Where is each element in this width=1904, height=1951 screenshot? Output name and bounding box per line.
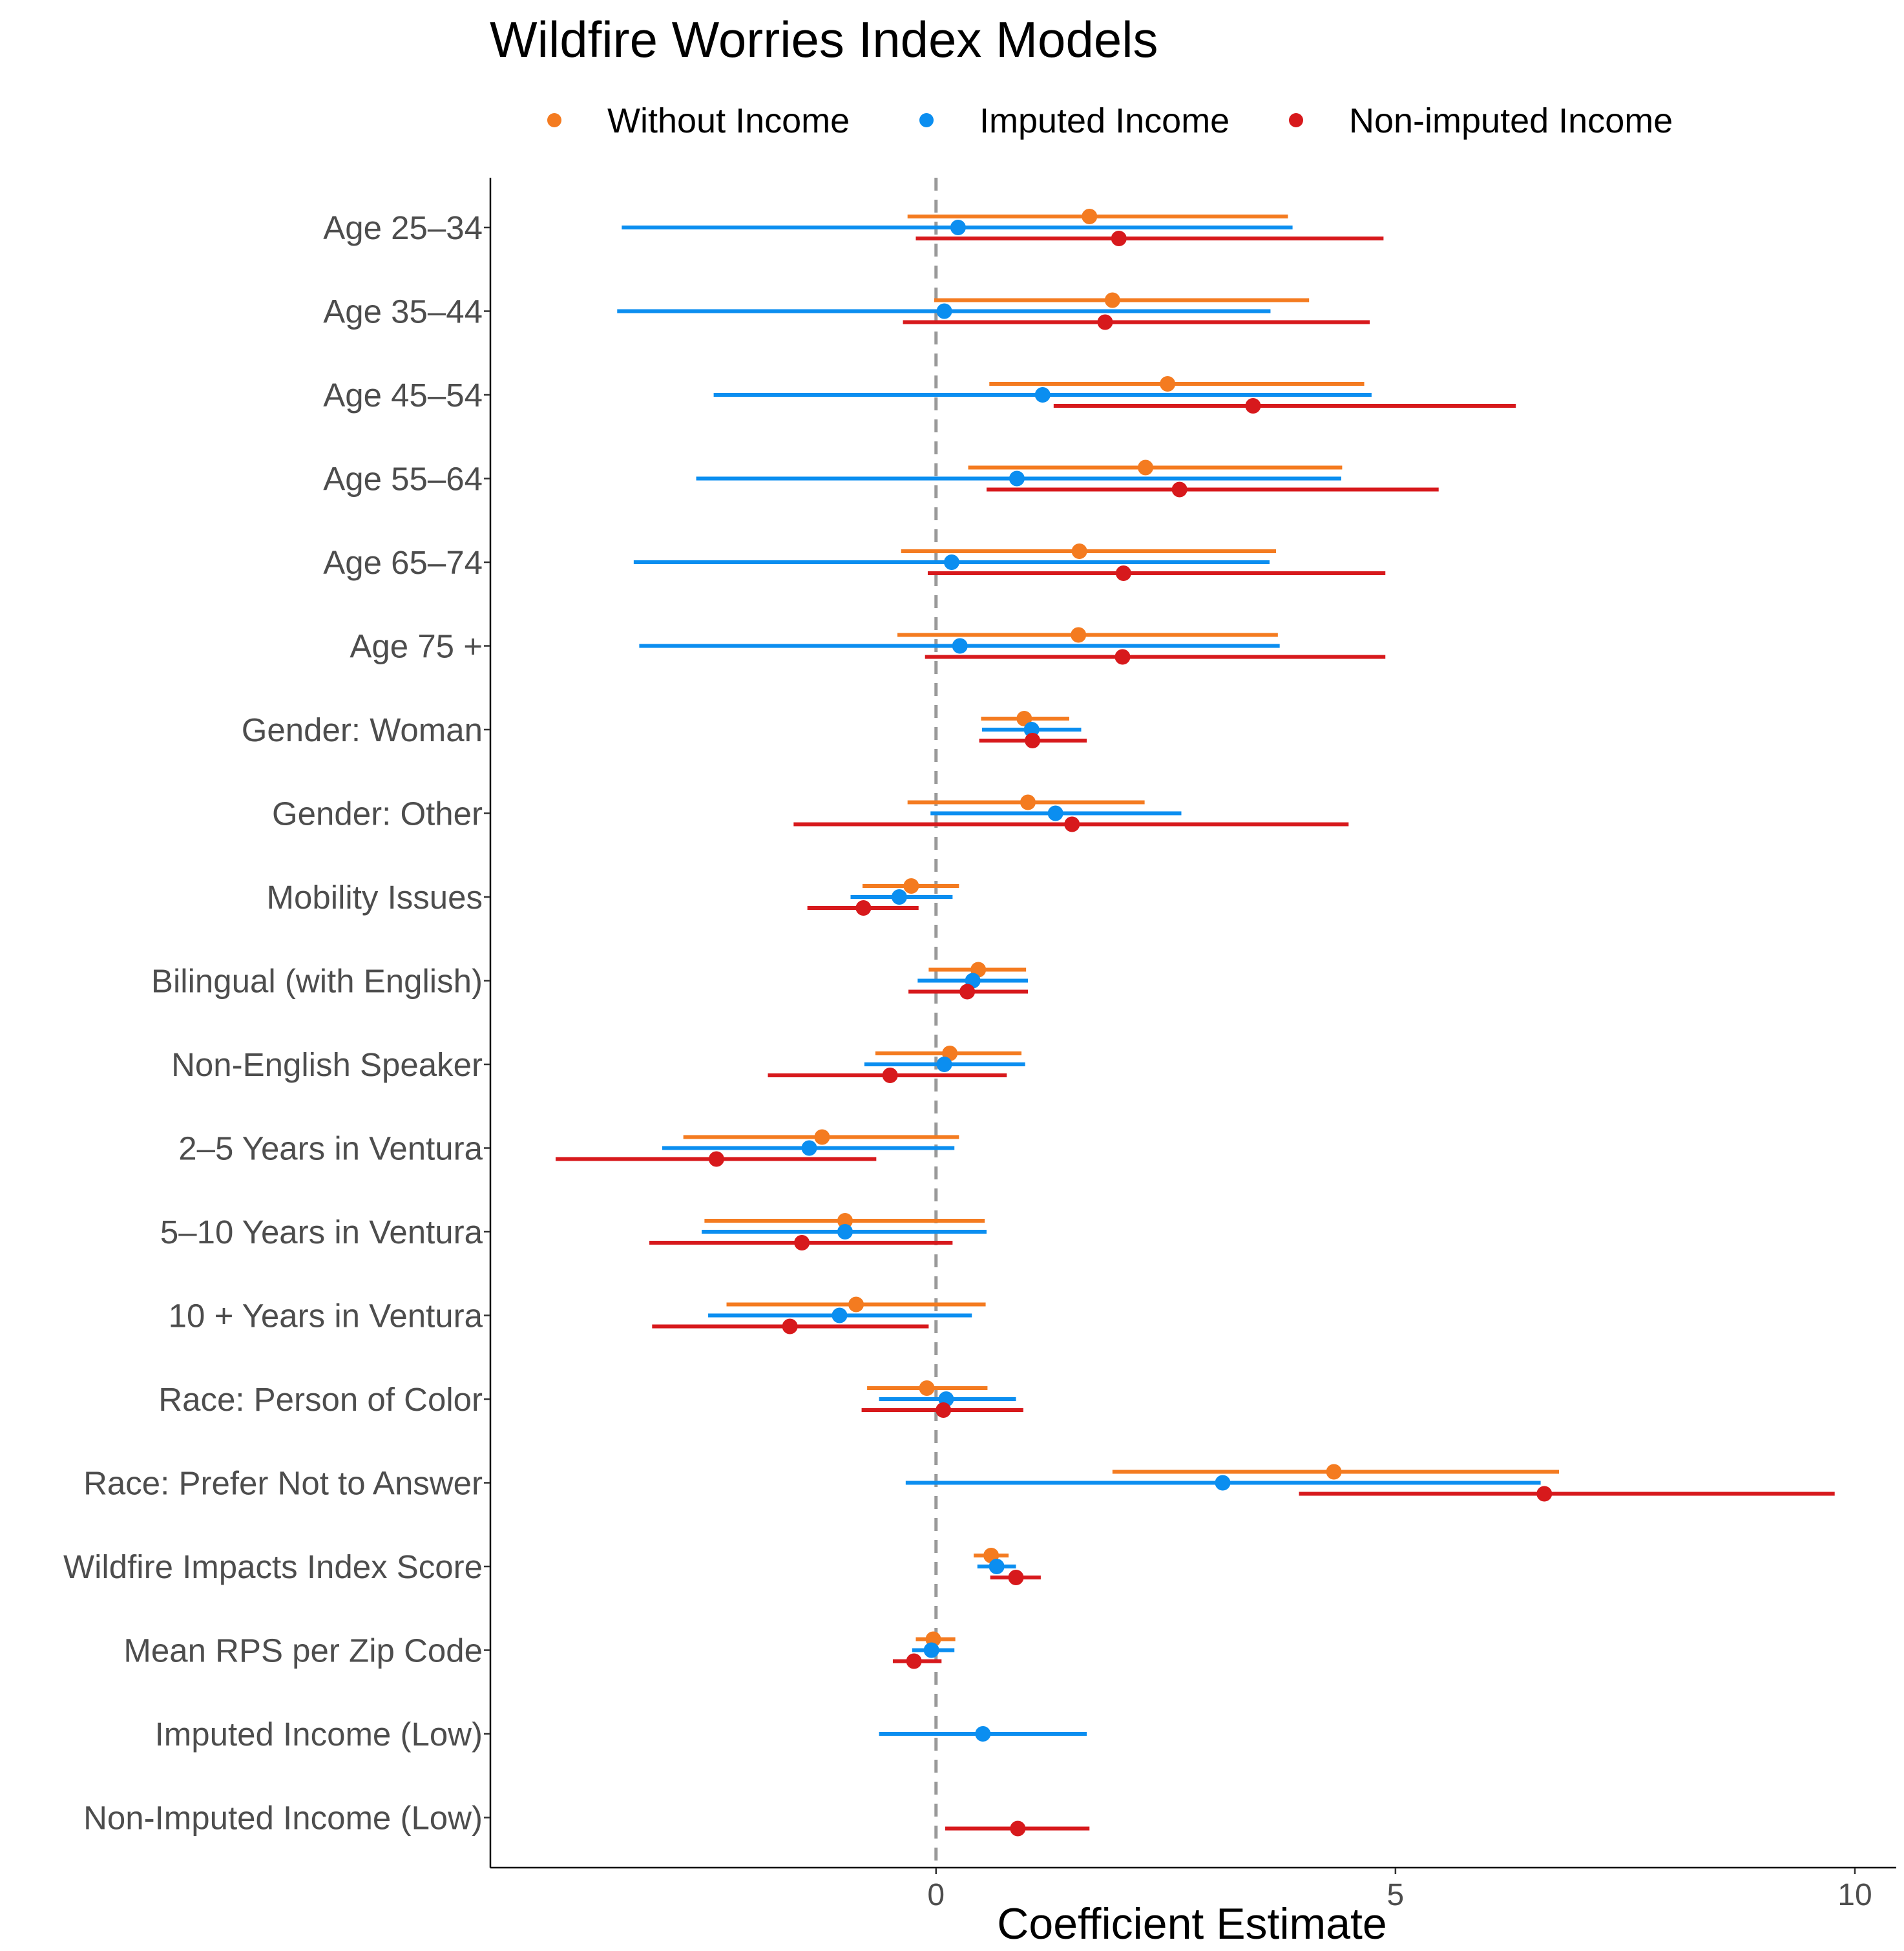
estimate-point — [832, 1307, 848, 1324]
legend-item: Without Income — [547, 101, 850, 140]
y-tick-label: Mean RPS per Zip Code — [123, 1632, 483, 1669]
estimate-point — [950, 220, 966, 235]
estimate-point — [782, 1318, 798, 1334]
estimate-point — [919, 1380, 935, 1396]
y-tick-label: Bilingual (with English) — [151, 963, 483, 1000]
x-axis-title: Coefficient Estimate — [997, 1899, 1386, 1948]
estimate-point — [1082, 209, 1098, 224]
y-tick-label: 5–10 Years in Ventura — [160, 1214, 483, 1250]
estimate-point — [952, 638, 968, 654]
estimate-point — [1097, 314, 1113, 330]
estimate-point — [837, 1224, 853, 1239]
estimate-point — [906, 1653, 922, 1669]
estimate-point — [1010, 1820, 1026, 1837]
legend-swatch — [547, 113, 561, 127]
estimate-point — [814, 1129, 830, 1145]
estimate-point — [1064, 816, 1080, 832]
estimate-point — [1111, 231, 1127, 246]
estimate-point — [1215, 1475, 1231, 1491]
estimate-point — [1020, 794, 1036, 810]
estimate-point — [936, 1402, 952, 1418]
y-tick-label: Imputed Income (Low) — [155, 1716, 483, 1753]
legend: Without Income Imputed Income Non-imputed … — [547, 101, 1673, 140]
series-imputed-income — [617, 220, 1541, 1742]
y-tick-label: Gender: Other — [272, 796, 483, 832]
legend-item: Non-imputed Income — [1289, 101, 1673, 140]
estimate-point — [1071, 543, 1087, 559]
estimate-point — [1034, 387, 1051, 403]
estimate-point — [1104, 292, 1120, 308]
legend-label: Without Income — [607, 101, 850, 140]
y-tick-label: Age 25–34 — [323, 209, 483, 246]
y-tick-label: 10 + Years in Ventura — [169, 1298, 483, 1334]
estimate-point — [794, 1235, 810, 1250]
y-tick-label: Age 55–64 — [323, 461, 483, 498]
estimate-point — [891, 889, 907, 905]
x-axis-ticks: 0 5 10 — [927, 1868, 1872, 1912]
estimate-point — [903, 878, 919, 894]
estimate-point — [1047, 805, 1063, 821]
legend-label: Non-imputed Income — [1349, 101, 1673, 140]
estimate-point — [936, 1057, 952, 1072]
series-non-imputed-income — [555, 231, 1835, 1837]
estimate-point — [708, 1151, 724, 1167]
legend-swatch — [1289, 113, 1303, 127]
estimate-point — [959, 984, 976, 1000]
chart-title: Wildfire Worries Index Models — [490, 11, 1158, 68]
legend-swatch — [919, 113, 934, 127]
estimate-point — [801, 1140, 817, 1156]
y-tick-label: 2–5 Years in Ventura — [178, 1130, 483, 1167]
estimate-point — [975, 1726, 991, 1742]
series-without-income — [683, 209, 1560, 1647]
estimate-point — [837, 1213, 853, 1229]
estimate-point — [989, 1559, 1005, 1574]
estimate-point — [1245, 398, 1261, 414]
series-marks — [555, 209, 1835, 1837]
estimate-point — [1115, 565, 1131, 581]
y-tick-label: Age 35–44 — [323, 293, 483, 330]
estimate-point — [1009, 470, 1025, 487]
legend-item: Imputed Income — [919, 101, 1229, 140]
estimate-point — [943, 554, 959, 570]
y-tick-label: Mobility Issues — [267, 879, 483, 916]
plot-area: Age 25–34 Age 35–44 Age 45–54 Age 55–64 Age … — [63, 178, 1896, 1912]
estimate-point — [1025, 733, 1041, 748]
legend-label: Imputed Income — [979, 101, 1229, 140]
estimate-point — [855, 900, 872, 916]
y-tick-label: Gender: Woman — [242, 712, 483, 748]
y-tick-label: Non-English Speaker — [171, 1046, 483, 1083]
y-tick-label: Race: Person of Color — [158, 1381, 483, 1418]
estimate-point — [1008, 1570, 1024, 1585]
y-tick-label: Race: Prefer Not to Answer — [83, 1465, 483, 1502]
y-tick-label: Age 65–74 — [323, 544, 483, 581]
y-tick-label: Wildfire Impacts Index Score — [63, 1548, 483, 1585]
estimate-point — [1016, 711, 1032, 726]
estimate-point — [1536, 1486, 1553, 1502]
estimate-point — [1160, 376, 1176, 392]
y-axis-labels: Age 25–34 Age 35–44 Age 45–54 Age 55–64 Age … — [63, 209, 490, 1837]
estimate-point — [882, 1068, 898, 1083]
x-tick-label: 0 — [927, 1878, 945, 1912]
x-tick-label: 10 — [1837, 1878, 1872, 1912]
x-tick-label: 5 — [1387, 1878, 1405, 1912]
y-tick-label: Non-Imputed Income (Low) — [83, 1800, 483, 1837]
estimate-point — [1138, 459, 1154, 476]
estimate-point — [1171, 481, 1187, 498]
estimate-point — [1071, 627, 1087, 643]
y-tick-label: Age 45–54 — [323, 377, 483, 414]
estimate-point — [848, 1296, 864, 1313]
estimate-point — [936, 303, 952, 319]
y-tick-label: Age 75 + — [350, 628, 483, 665]
estimate-point — [1114, 649, 1131, 665]
estimate-point — [1326, 1464, 1342, 1480]
estimate-point — [923, 1642, 939, 1658]
